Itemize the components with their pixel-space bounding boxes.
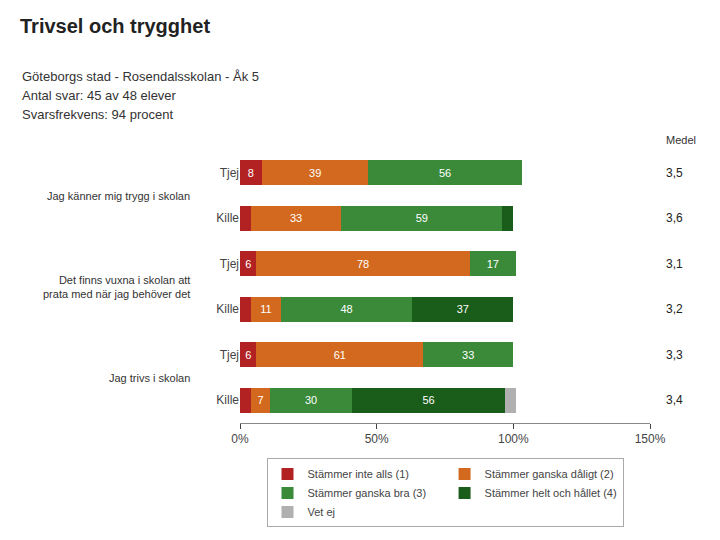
svg-text:Stämmer helt och hållet (4): Stämmer helt och hållet (4) xyxy=(485,487,617,499)
svg-text:Kille: Kille xyxy=(216,302,239,316)
svg-text:6: 6 xyxy=(245,349,251,361)
svg-text:56: 56 xyxy=(439,167,451,179)
svg-text:100%: 100% xyxy=(498,432,529,446)
svg-text:59: 59 xyxy=(416,212,428,224)
svg-text:56: 56 xyxy=(422,394,434,406)
svg-text:6: 6 xyxy=(245,258,251,270)
svg-text:Tjej: Tjej xyxy=(220,348,239,362)
svg-text:Trivsel och trygghet: Trivsel och trygghet xyxy=(20,15,210,37)
svg-text:Antal svar: 45 av 48 elever: Antal svar: 45 av 48 elever xyxy=(22,88,177,103)
svg-text:3,1: 3,1 xyxy=(666,257,683,271)
svg-text:Medel: Medel xyxy=(666,134,696,146)
svg-text:Tjej: Tjej xyxy=(220,166,239,180)
svg-text:17: 17 xyxy=(487,258,499,270)
svg-text:7: 7 xyxy=(257,394,263,406)
svg-text:3,6: 3,6 xyxy=(666,211,683,225)
svg-text:33: 33 xyxy=(290,212,302,224)
svg-text:39: 39 xyxy=(309,167,321,179)
svg-text:3,3: 3,3 xyxy=(666,348,683,362)
svg-text:Kille: Kille xyxy=(216,393,239,407)
svg-text:Vet ej: Vet ej xyxy=(308,506,336,518)
svg-text:Det finns vuxna i skolan attpr: Det finns vuxna i skolan attprata med nä… xyxy=(43,274,190,300)
svg-text:48: 48 xyxy=(340,303,352,315)
svg-text:Göteborgs stad - Rosendalsskol: Göteborgs stad - Rosendalsskolan - Åk 5 xyxy=(22,69,259,84)
svg-text:8: 8 xyxy=(248,167,254,179)
svg-text:Stämmer inte alls (1): Stämmer inte alls (1) xyxy=(308,468,409,480)
svg-text:3,5: 3,5 xyxy=(666,166,683,180)
svg-text:0%: 0% xyxy=(231,432,249,446)
svg-text:Stämmer ganska dåligt (2): Stämmer ganska dåligt (2) xyxy=(485,468,614,480)
svg-text:3,2: 3,2 xyxy=(666,302,683,316)
svg-text:37: 37 xyxy=(457,303,469,315)
svg-text:3,4: 3,4 xyxy=(666,393,683,407)
svg-text:30: 30 xyxy=(305,394,317,406)
svg-text:11: 11 xyxy=(260,303,271,315)
svg-text:Jag känner mig trygg i skolan: Jag känner mig trygg i skolan xyxy=(47,190,190,202)
svg-text:150%: 150% xyxy=(635,432,666,446)
svg-text:Tjej: Tjej xyxy=(220,257,239,271)
svg-text:Kille: Kille xyxy=(216,211,239,225)
svg-text:50%: 50% xyxy=(365,432,389,446)
svg-text:Jag trivs i skolan: Jag trivs i skolan xyxy=(109,372,190,384)
svg-text:61: 61 xyxy=(334,349,346,361)
svg-text:Svarsfrekvens: 94 procent: Svarsfrekvens: 94 procent xyxy=(22,107,173,122)
svg-text:78: 78 xyxy=(357,258,369,270)
svg-text:Stämmer ganska bra (3): Stämmer ganska bra (3) xyxy=(308,487,427,499)
svg-text:33: 33 xyxy=(462,349,474,361)
